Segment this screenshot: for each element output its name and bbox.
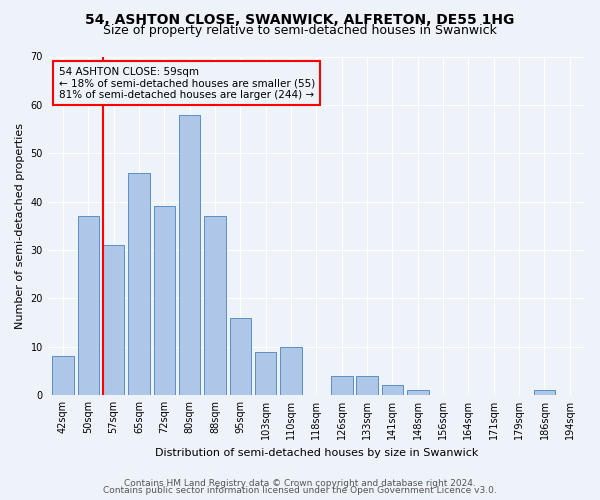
Bar: [154, 206, 175, 395]
Bar: [280, 346, 302, 395]
Text: 54, ASHTON CLOSE, SWANWICK, ALFRETON, DE55 1HG: 54, ASHTON CLOSE, SWANWICK, ALFRETON, DE…: [85, 12, 515, 26]
Text: Contains public sector information licensed under the Open Government Licence v3: Contains public sector information licen…: [103, 486, 497, 495]
Bar: [331, 376, 353, 395]
Bar: [356, 376, 378, 395]
X-axis label: Distribution of semi-detached houses by size in Swanwick: Distribution of semi-detached houses by …: [155, 448, 478, 458]
Text: Size of property relative to semi-detached houses in Swanwick: Size of property relative to semi-detach…: [103, 24, 497, 37]
Y-axis label: Number of semi-detached properties: Number of semi-detached properties: [15, 123, 25, 329]
Bar: [230, 318, 251, 395]
Bar: [204, 216, 226, 395]
Bar: [533, 390, 555, 395]
Bar: [179, 114, 200, 395]
Bar: [77, 216, 99, 395]
Text: 54 ASHTON CLOSE: 59sqm
← 18% of semi-detached houses are smaller (55)
81% of sem: 54 ASHTON CLOSE: 59sqm ← 18% of semi-det…: [59, 66, 315, 100]
Bar: [52, 356, 74, 395]
Text: Contains HM Land Registry data © Crown copyright and database right 2024.: Contains HM Land Registry data © Crown c…: [124, 478, 476, 488]
Bar: [407, 390, 428, 395]
Bar: [128, 172, 150, 395]
Bar: [255, 352, 277, 395]
Bar: [103, 245, 124, 395]
Bar: [382, 386, 403, 395]
